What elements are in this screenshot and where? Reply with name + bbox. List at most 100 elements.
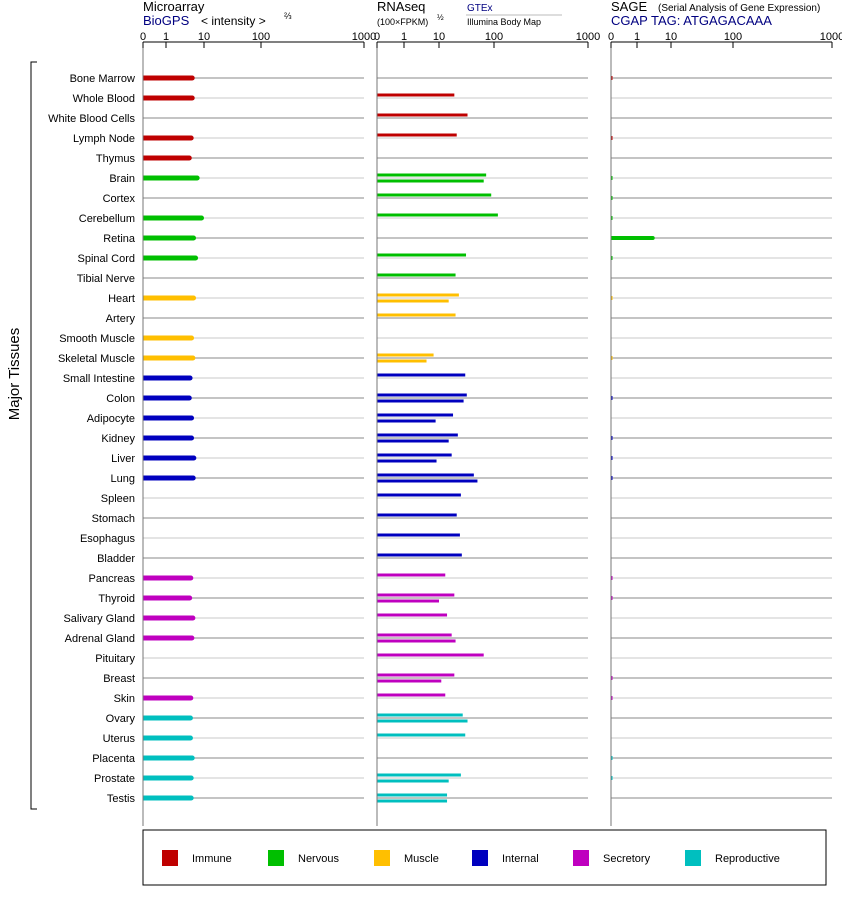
- microarray-bar: [143, 95, 193, 101]
- rnaseq-bar: [377, 253, 467, 257]
- microarray-bar-cap: [186, 155, 192, 161]
- y-axis-label: Major Tissues: [6, 328, 23, 421]
- tissue-label: Adipocyte: [87, 413, 135, 425]
- rnaseq-tick-label: 0: [374, 31, 380, 43]
- legend-swatch-immune: [162, 850, 178, 866]
- sage-bar-cap: [650, 236, 655, 240]
- microarray-bar: [143, 775, 192, 781]
- sage-tick-label: 100: [724, 31, 742, 43]
- microarray-bar: [143, 75, 193, 81]
- microarray-bar-cap: [190, 355, 196, 361]
- sage-title-note: (Serial Analysis of Gene Expression): [658, 3, 820, 14]
- rnaseq-bar: [377, 633, 452, 637]
- tissue-label: Esophagus: [80, 533, 136, 545]
- sage-bar: [611, 696, 613, 700]
- legend-swatch-muscle: [374, 850, 390, 866]
- microarray-bar-cap: [187, 715, 193, 721]
- microarray-subtitle[interactable]: BioGPS: [143, 13, 190, 28]
- sage-bar: [611, 576, 613, 580]
- rnaseq-bar: [377, 573, 446, 577]
- legend-label-immune: Immune: [192, 853, 232, 865]
- microarray-bar: [143, 615, 193, 621]
- rnaseq-bar: [377, 93, 455, 97]
- microarray-bar: [143, 355, 193, 361]
- tissue-label: Kidney: [101, 433, 135, 445]
- tissue-label: Ovary: [106, 713, 136, 725]
- sage-tick-label: 1000: [820, 31, 842, 43]
- tissue-label: Heart: [108, 293, 135, 305]
- rnaseq-title: RNAseq: [377, 0, 425, 14]
- rnaseq-bar: [377, 673, 455, 677]
- rnaseq-bar: [377, 513, 457, 517]
- sage-bar: [611, 676, 613, 680]
- rnaseq-tick-label: 1000: [576, 31, 600, 43]
- microarray-bar-cap: [189, 335, 195, 341]
- rnaseq-bar: [377, 193, 492, 197]
- tissue-label: Cerebellum: [79, 213, 135, 225]
- sage-bar: [611, 236, 653, 240]
- tissue-label: Bone Marrow: [70, 73, 135, 85]
- rnaseq-bar: [377, 179, 484, 183]
- microarray-bar: [143, 735, 191, 741]
- legend-label-reproductive: Reproductive: [715, 853, 780, 865]
- rnaseq-bar: [377, 133, 457, 137]
- y-axis-bracket: [30, 61, 37, 810]
- microarray-bar: [143, 795, 192, 801]
- microarray-bar-cap: [191, 455, 197, 461]
- tissue-label: Breast: [103, 673, 135, 685]
- microarray-tick-label: 0: [140, 31, 146, 43]
- rnaseq-bar: [377, 393, 467, 397]
- rnaseq-bar: [377, 593, 455, 597]
- sage-bar: [611, 76, 613, 80]
- microarray-bar: [143, 435, 192, 441]
- rnaseq-bar: [377, 359, 427, 363]
- gtex-link[interactable]: GTEx: [467, 3, 493, 14]
- rnaseq-bar: [377, 399, 464, 403]
- tissue-label: Liver: [111, 453, 135, 465]
- tissue-label: Small Intestine: [63, 373, 135, 385]
- tissue-label: Smooth Muscle: [59, 333, 135, 345]
- bar-layer: [143, 75, 655, 803]
- sage-bar: [611, 596, 613, 600]
- sage-subtitle[interactable]: CGAP TAG: ATGAGACAAA: [611, 13, 772, 28]
- rnaseq-bar: [377, 779, 449, 783]
- rnaseq-bar: [377, 479, 478, 483]
- legend-label-muscle: Muscle: [404, 853, 439, 865]
- rnaseq-bar: [377, 173, 487, 177]
- microarray-bar: [143, 635, 192, 641]
- microarray-bar-cap: [188, 575, 194, 581]
- rnaseq-subtitle: (100×FPKM): [377, 17, 428, 27]
- rnaseq-bar: [377, 459, 437, 463]
- tissue-label: Pituitary: [95, 653, 135, 665]
- tissue-label: Colon: [106, 393, 135, 405]
- microarray-bar-cap: [189, 435, 195, 441]
- microarray-tick-label: 10: [198, 31, 210, 43]
- sage-bar: [611, 356, 613, 360]
- tissue-label: Thymus: [96, 153, 136, 165]
- rnaseq-bar: [377, 793, 448, 797]
- tissue-label: Retina: [103, 233, 136, 245]
- microarray-bar: [143, 415, 192, 421]
- microarray-bar-cap: [189, 635, 195, 641]
- microarray-bar: [143, 375, 191, 381]
- microarray-bar: [143, 255, 196, 261]
- rnaseq-bar: [377, 293, 459, 297]
- microarray-bar-cap: [188, 135, 194, 141]
- microarray-bar: [143, 595, 190, 601]
- rnaseq-bar: [377, 533, 460, 537]
- rnaseq-bar: [377, 493, 461, 497]
- legend-label-internal: Internal: [502, 853, 539, 865]
- microarray-bar-cap: [194, 175, 200, 181]
- rnaseq-bar: [377, 473, 474, 477]
- rnaseq-bar: [377, 433, 458, 437]
- microarray-bar: [143, 215, 202, 221]
- tissue-label: Uterus: [103, 733, 136, 745]
- sage-bar: [611, 296, 613, 300]
- microarray-bar-cap: [189, 75, 195, 81]
- microarray-bar-cap: [189, 95, 195, 101]
- rnaseq-bar: [377, 799, 448, 803]
- microarray-title: Microarray: [143, 0, 205, 14]
- tissue-label: Placenta: [92, 753, 136, 765]
- tissue-label: Adrenal Gland: [65, 633, 135, 645]
